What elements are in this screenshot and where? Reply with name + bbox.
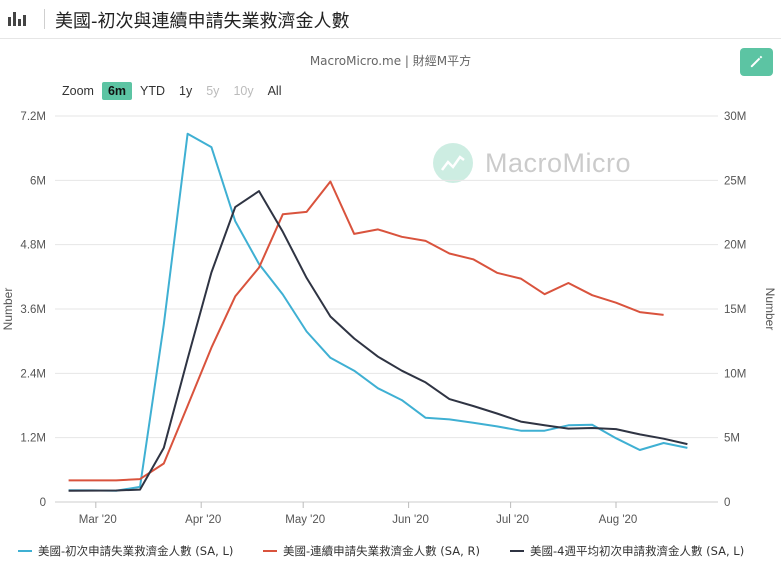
legend-item-continuing-claims[interactable]: 美國-連續申請失業救濟金人數 (SA, R)	[263, 543, 480, 559]
legend-item-initial-claims[interactable]: 美國-初次申請失業救濟金人數 (SA, L)	[18, 543, 233, 559]
source-label: MacroMicro.me | 財經M平方	[309, 54, 472, 68]
legend-swatch-initial	[18, 550, 32, 552]
bar-chart-icon[interactable]	[8, 10, 28, 26]
y-left-axis-title: Number	[1, 288, 15, 331]
x-tick-label: Mar '20	[79, 514, 117, 526]
x-tick-label: Jul '20	[496, 514, 529, 526]
series-line-initial-claims	[68, 132, 688, 492]
legend-label-initial: 美國-初次申請失業救濟金人數 (SA, L)	[38, 544, 234, 558]
y-left-tick-label: 0	[40, 497, 46, 509]
y-left-tick-label: 3.6M	[20, 304, 46, 316]
zoom-5y-button[interactable]: 5y	[206, 84, 220, 98]
y-left-tick-label: 4.8M	[20, 240, 46, 252]
y-right-axis-title: Number	[763, 288, 777, 331]
page-title: 美國-初次與連續申請失業救濟金人數	[55, 11, 350, 32]
zoom-10y-button[interactable]: 10y	[233, 84, 254, 98]
series-line-4week-average	[68, 190, 688, 492]
legend: 美國-初次申請失業救濟金人數 (SA, L) 美國-連續申請失業救濟金人數 (S…	[0, 543, 781, 563]
x-tick-label: Aug '20	[599, 514, 638, 526]
watermark-text: MacroMicro	[485, 147, 632, 178]
zoom-1y-button[interactable]: 1y	[179, 84, 193, 98]
zoom-6m-button[interactable]: 6m	[101, 82, 133, 100]
y-right-tick-label: 5M	[724, 433, 740, 445]
y-right-tick-label: 0	[724, 497, 730, 509]
y-right-tick-label: 20M	[724, 240, 746, 252]
zoom-selector: Zoom 6m YTD 1y 5y 10y All	[62, 80, 290, 102]
legend-swatch-continuing	[263, 550, 277, 552]
pencil-icon	[750, 55, 763, 68]
y-right-tick-label: 10M	[724, 368, 746, 380]
header-divider	[44, 9, 45, 29]
watermark: MacroMicro	[433, 143, 631, 183]
series-line-continuing-claims	[68, 180, 664, 482]
y-right-tick-label: 15M	[724, 304, 746, 316]
y-left-tick-label: 2.4M	[20, 368, 46, 380]
zoom-all-button[interactable]: All	[267, 84, 282, 98]
legend-swatch-average	[510, 550, 524, 552]
y-left-tick-label: 1.2M	[20, 433, 46, 445]
legend-label-average: 美國-4週平均初次申請救濟金人數 (SA, L)	[530, 544, 745, 558]
y-left-tick-label: 7.2M	[20, 111, 46, 123]
zoom-ytd-button[interactable]: YTD	[140, 84, 166, 98]
x-tick-label: May '20	[285, 514, 325, 526]
y-left-tick-label: 6M	[30, 175, 46, 187]
edit-button[interactable]	[740, 48, 773, 76]
x-tick-label: Apr '20	[185, 514, 221, 526]
x-tick-label: Jun '20	[392, 514, 429, 526]
y-right-tick-label: 25M	[724, 175, 746, 187]
header-bar: 美國-初次與連續申請失業救濟金人數	[0, 0, 781, 39]
watermark-logo-icon	[433, 143, 473, 183]
legend-label-continuing: 美國-連續申請失業救濟金人數 (SA, R)	[283, 544, 480, 558]
zoom-label: Zoom	[62, 84, 94, 98]
y-right-tick-label: 30M	[724, 111, 746, 123]
legend-item-4week-average[interactable]: 美國-4週平均初次申請救濟金人數 (SA, L)	[510, 543, 744, 559]
